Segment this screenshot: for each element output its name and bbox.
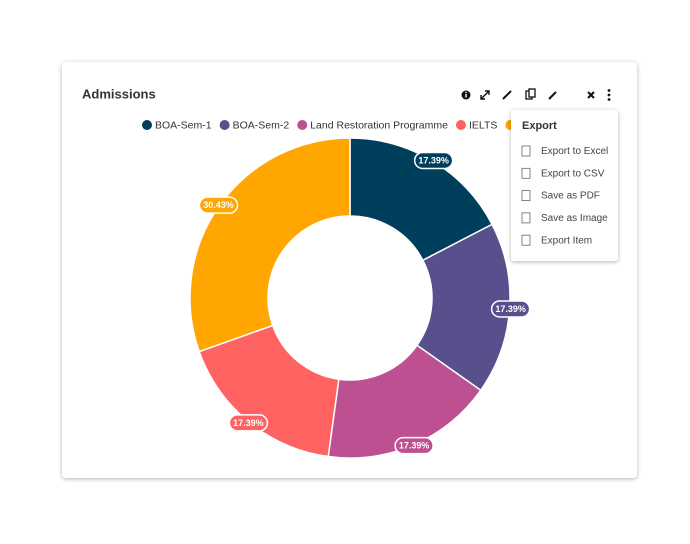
menu-title: Export [522, 120, 557, 132]
menu-item-icon [521, 190, 531, 202]
menu-panel [511, 110, 618, 261]
menu-item[interactable]: Export to Excel [541, 146, 608, 157]
chart: BOA-Sem-1 BOA-Sem-2 Land Restoration Progr… [142, 119, 548, 459]
data-label-box [228, 414, 269, 432]
legend-swatch [455, 120, 466, 130]
data-label-box [198, 196, 239, 214]
menu-item-icon [521, 167, 531, 179]
more-button[interactable] [607, 89, 611, 101]
export-menu: Export Export to Excel Export to CSV Save … [511, 110, 618, 261]
info-button[interactable] [461, 90, 471, 100]
menu-item-icon [521, 145, 531, 157]
legend-label[interactable]: Land Restoration Programme [310, 119, 448, 131]
data-label: 17.39% [418, 155, 449, 165]
menu-item-icon [521, 234, 531, 246]
legend-swatch [219, 120, 230, 130]
legend-label[interactable]: BOA-Sem-2 [233, 119, 290, 131]
legend-swatch [142, 120, 152, 130]
data-label: 17.39% [495, 304, 526, 314]
donut-slice[interactable] [349, 137, 494, 262]
widget-title: Admissions [82, 86, 156, 101]
toolbar [461, 88, 611, 101]
donut-slice[interactable] [189, 137, 351, 353]
donut-slice[interactable] [198, 324, 340, 458]
widget-card [62, 62, 637, 478]
legend-label[interactable]: IELTS [469, 119, 497, 131]
menu-item-icon [521, 212, 531, 224]
data-label-box [490, 300, 531, 318]
legend-label[interactable]: BOA-Sem-1 [155, 119, 212, 131]
donut-slice[interactable] [327, 344, 482, 459]
menu-item[interactable]: Save as PDF [541, 191, 600, 202]
menu-item[interactable]: Export Item [541, 235, 592, 246]
edit-button[interactable] [548, 91, 557, 100]
data-label: 30.43% [203, 200, 234, 210]
data-label: 17.39% [233, 418, 264, 428]
data-label-box [413, 151, 454, 170]
data-label: 17.39% [399, 441, 430, 451]
menu-item[interactable]: Export to CSV [541, 168, 605, 179]
expand-button[interactable] [480, 90, 490, 100]
menu-item[interactable]: Save as Image [541, 213, 608, 224]
data-label-box [394, 436, 434, 455]
style-button[interactable] [502, 90, 512, 100]
donut-slice[interactable] [415, 223, 511, 392]
close-button[interactable] [587, 91, 595, 99]
legend-swatch [297, 120, 308, 130]
copy-button[interactable] [525, 88, 536, 100]
